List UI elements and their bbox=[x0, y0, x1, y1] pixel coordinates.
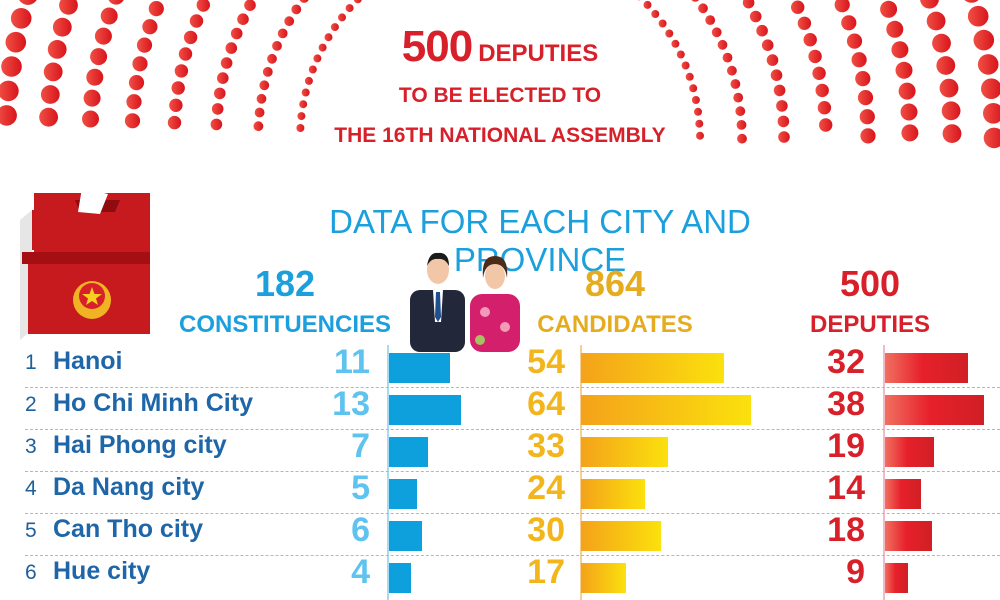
constituencies-value: 13 bbox=[332, 385, 370, 423]
axis-candidates bbox=[580, 345, 582, 600]
candidates-value: 64 bbox=[527, 385, 565, 423]
candidates-bar bbox=[581, 395, 751, 425]
deputies-bar bbox=[885, 563, 909, 593]
constituencies-bar bbox=[389, 437, 428, 467]
deputies-bar bbox=[885, 437, 935, 467]
constituencies-value: 5 bbox=[351, 469, 370, 507]
deputies-bar bbox=[885, 479, 922, 509]
parliament-dots-decoration bbox=[0, 0, 1000, 149]
constituencies-value: 7 bbox=[351, 427, 370, 465]
axis-constituencies bbox=[387, 345, 389, 600]
deputies-value: 14 bbox=[827, 469, 865, 507]
table-row: 4 Da Nang city 5 24 14 bbox=[25, 469, 1000, 514]
deputies-value: 19 bbox=[827, 427, 865, 465]
candidates-value: 54 bbox=[527, 343, 565, 381]
constituencies-bar bbox=[389, 521, 422, 551]
constituencies-bar bbox=[389, 563, 411, 593]
candidates-value: 30 bbox=[527, 511, 565, 549]
section-subtitle: DATA FOR EACH CITY AND PROVINCE bbox=[329, 203, 751, 278]
row-name: Hanoi bbox=[53, 347, 123, 375]
row-rank: 2 bbox=[25, 393, 37, 416]
total-deputies-value: 500 bbox=[839, 263, 901, 304]
table-row: 1 Hanoi 11 54 32 bbox=[25, 343, 1000, 388]
row-name: Da Nang city bbox=[53, 473, 205, 501]
total-candidates: 864 CANDIDATES bbox=[520, 264, 710, 340]
candidates-bar bbox=[581, 521, 661, 551]
total-constituencies-value: 182 bbox=[254, 263, 316, 304]
deputies-value: 38 bbox=[827, 385, 865, 423]
row-rank: 5 bbox=[25, 519, 37, 542]
table-row: 3 Hai Phong city 7 33 19 bbox=[25, 427, 1000, 472]
candidates-value: 24 bbox=[527, 469, 565, 507]
candidates-bar bbox=[581, 437, 669, 467]
candidates-illustration bbox=[405, 242, 530, 357]
constituencies-value: 6 bbox=[351, 511, 370, 549]
row-rank: 3 bbox=[25, 435, 37, 458]
ballot-box-icon bbox=[20, 188, 158, 345]
row-name: Ho Chi Minh City bbox=[53, 389, 253, 417]
deputies-bar bbox=[885, 521, 932, 551]
total-candidates-value: 864 bbox=[584, 263, 646, 304]
constituencies-bar bbox=[389, 353, 450, 383]
constituencies-value: 11 bbox=[334, 343, 370, 381]
candidates-bar bbox=[581, 353, 725, 383]
constituencies-bar bbox=[389, 479, 417, 509]
headline-count-label: DEPUTIES bbox=[478, 40, 599, 67]
constituencies-value: 4 bbox=[351, 553, 370, 591]
table-row: 5 Can Tho city 6 30 18 bbox=[25, 511, 1000, 556]
candidates-bar bbox=[581, 479, 645, 509]
total-candidates-label: CANDIDATES bbox=[537, 311, 693, 338]
headline-line2: TO BE ELECTED TO bbox=[398, 84, 602, 107]
headline-line3: THE 16TH NATIONAL ASSEMBLY bbox=[334, 124, 666, 147]
row-rank: 6 bbox=[25, 561, 37, 584]
constituencies-bar bbox=[389, 395, 461, 425]
axis-deputies bbox=[883, 345, 885, 600]
row-name: Hai Phong city bbox=[53, 431, 227, 459]
deputies-bar bbox=[885, 395, 984, 425]
table-row: 6 Hue city 4 17 9 bbox=[25, 553, 1000, 597]
total-deputies-label: DEPUTIES bbox=[809, 311, 931, 338]
headline-count: 500 bbox=[401, 22, 473, 71]
deputies-value: 18 bbox=[827, 511, 865, 549]
row-rank: 4 bbox=[25, 477, 37, 500]
candidates-bar bbox=[581, 563, 627, 593]
candidates-value: 17 bbox=[527, 553, 565, 591]
table-row: 2 Ho Chi Minh City 13 64 38 bbox=[25, 385, 1000, 430]
row-name: Hue city bbox=[53, 557, 151, 585]
deputies-value: 32 bbox=[827, 343, 865, 381]
candidates-value: 33 bbox=[527, 427, 565, 465]
row-name: Can Tho city bbox=[53, 515, 204, 543]
deputies-bar bbox=[885, 353, 969, 383]
total-constituencies-label: CONSTITUENCIES bbox=[178, 311, 391, 338]
headline: 500 DEPUTIES bbox=[0, 22, 1000, 72]
total-deputies: 500 DEPUTIES bbox=[790, 264, 950, 340]
total-constituencies: 182 CONSTITUENCIES bbox=[170, 264, 400, 340]
row-rank: 1 bbox=[25, 351, 37, 374]
deputies-value: 9 bbox=[846, 553, 865, 591]
